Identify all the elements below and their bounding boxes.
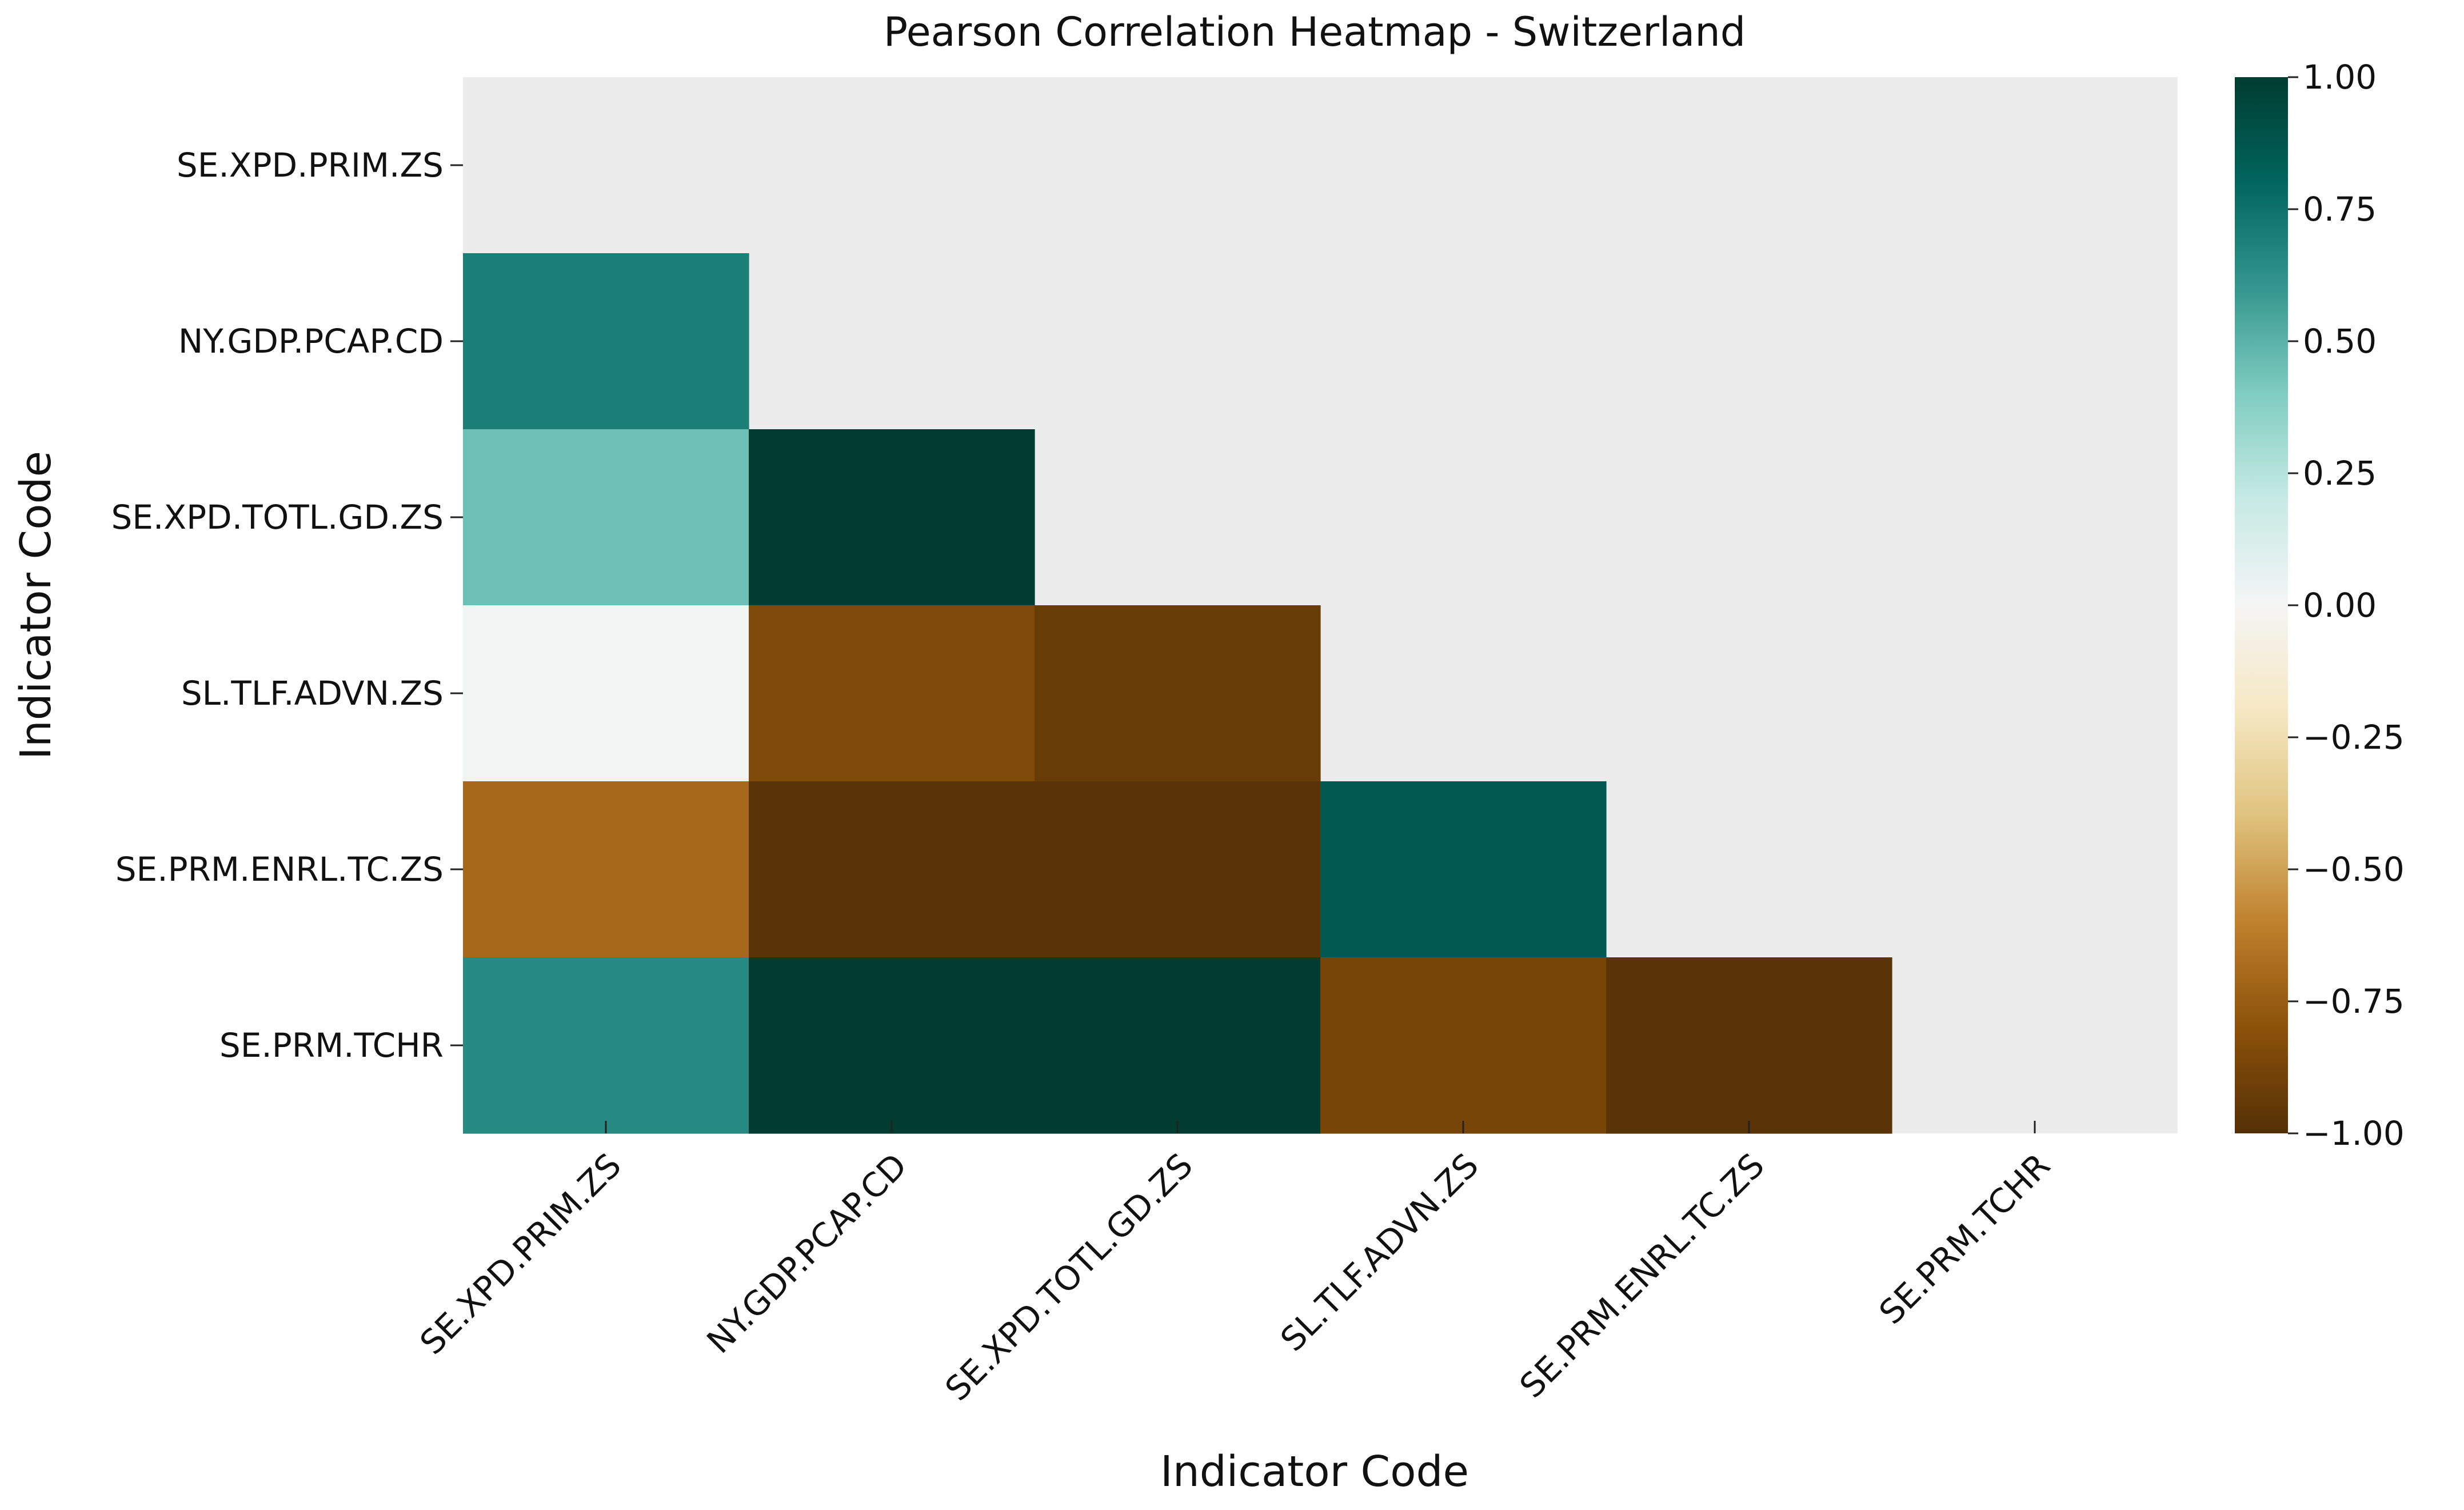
y-tick-label: SE.PRM.ENRL.TC.ZS	[115, 850, 444, 889]
x-axis-label: Indicator Code	[1160, 1447, 1469, 1496]
y-tick-label: SE.PRM.TCHR	[219, 1026, 444, 1065]
x-tick-label: SE.PRM.ENRL.TC.ZS	[1512, 1146, 1772, 1405]
colorbar	[2235, 77, 2288, 1133]
x-tick-label: SE.XPD.PRIM.ZS	[413, 1146, 629, 1362]
colorbar-tick-label: −0.75	[2303, 982, 2405, 1021]
colorbar-tick-label: 0.50	[2303, 322, 2377, 361]
colorbar-tick-label: 0.25	[2303, 454, 2377, 493]
x-tick-label: SL.TLF.ADVN.ZS	[1273, 1146, 1486, 1359]
heatmap-cells	[463, 253, 1892, 1134]
colorbar-tick-label: −0.50	[2303, 850, 2405, 889]
heatmap-cell	[749, 781, 1035, 958]
heatmap-cell	[463, 605, 749, 782]
heatmap-cell	[1606, 957, 1892, 1134]
heatmap-cell	[749, 957, 1035, 1134]
x-tick-label: SE.PRM.TCHR	[1872, 1146, 2058, 1332]
heatmap-cell	[1320, 781, 1607, 958]
colorbar-tick-label: −0.25	[2303, 718, 2405, 757]
heatmap-cell	[749, 605, 1035, 782]
x-tick-label: SE.XPD.TOTL.GD.ZS	[938, 1146, 1200, 1408]
chart-title: Pearson Correlation Heatmap - Switzerlan…	[884, 9, 1746, 55]
y-tick-label: SE.XPD.TOTL.GD.ZS	[111, 498, 444, 537]
y-axis-label: Indicator Code	[11, 451, 61, 760]
y-tick-label: SL.TLF.ADVN.ZS	[181, 674, 444, 713]
heatmap-cell	[1035, 781, 1321, 958]
heatmap-cell	[1035, 957, 1321, 1134]
colorbar-ticks: 1.00 0.75 0.50 0.25 0.00 −0.25 −0.50 −0.75 −1.00	[2288, 58, 2405, 1153]
colorbar-tick-label: 1.00	[2303, 58, 2377, 97]
y-tick-labels: SE.XPD.PRIM.ZS NY.GDP.PCAP.CD SE.XPD.TOTL.…	[111, 146, 463, 1065]
x-tick-labels: SE.XPD.PRIM.ZS NY.GDP.PCAP.CD SE.XPD.TOTL.…	[413, 1121, 2058, 1408]
y-tick-label: SE.XPD.PRIM.ZS	[177, 146, 444, 185]
y-tick-label: NY.GDP.PCAP.CD	[178, 322, 444, 361]
heatmap-cell	[1035, 605, 1321, 782]
heatmap-cell	[463, 781, 749, 958]
x-tick-label: NY.GDP.PCAP.CD	[700, 1146, 914, 1361]
heatmap-cell	[463, 957, 749, 1134]
heatmap-cell	[463, 429, 749, 606]
colorbar-tick-label: −1.00	[2303, 1114, 2405, 1153]
heatmap-cell	[1320, 957, 1607, 1134]
colorbar-tick-label: 0.00	[2303, 586, 2377, 625]
heatmap-cell	[463, 253, 749, 430]
heatmap-cell	[749, 429, 1035, 606]
colorbar-tick-label: 0.75	[2303, 190, 2377, 229]
